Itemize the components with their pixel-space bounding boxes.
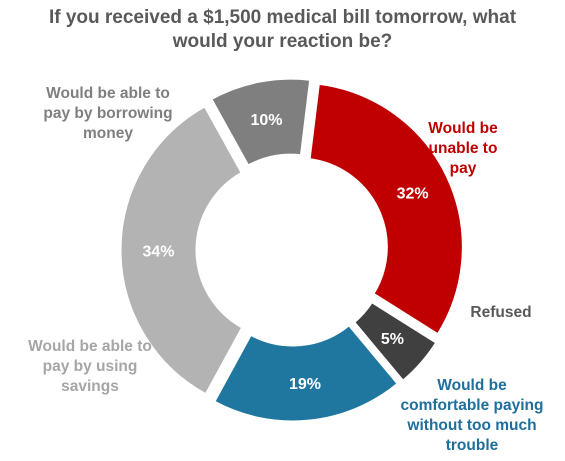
donut-value-label-1: 5% — [381, 331, 404, 348]
donut-value-labels: 32% 5% 19% 34% 10% — [142, 112, 428, 393]
chart-title-line-1: If you received a $1,500 medical bill to… — [48, 7, 517, 28]
donut-value-label-0: 32% — [397, 186, 429, 203]
donut-slice-4 — [208, 76, 313, 169]
donut-slice-3 — [118, 103, 245, 397]
chart-title-line-2: would your reaction be? — [172, 31, 393, 52]
slice-label-savings: Would be able to pay by using savings — [28, 338, 152, 395]
donut-value-label-3: 34% — [142, 243, 174, 260]
slice-label-refused: Refused — [470, 304, 532, 321]
slice-label-borrowing: Would be able to pay by borrowing money — [43, 85, 173, 142]
donut-slice-0 — [307, 81, 465, 337]
slice-label-unable-to-pay: Would be unable to pay — [428, 120, 498, 177]
slice-label-comfortable-paying: Would be comfortable paying without too … — [400, 377, 544, 454]
donut-slice-1 — [351, 299, 439, 384]
donut-slice-2 — [211, 322, 401, 424]
donut-value-label-4: 10% — [251, 112, 283, 129]
chart-title: If you received a $1,500 medical bill to… — [0, 6, 565, 54]
donut-slices — [118, 76, 465, 424]
donut-value-label-2: 19% — [289, 376, 321, 393]
